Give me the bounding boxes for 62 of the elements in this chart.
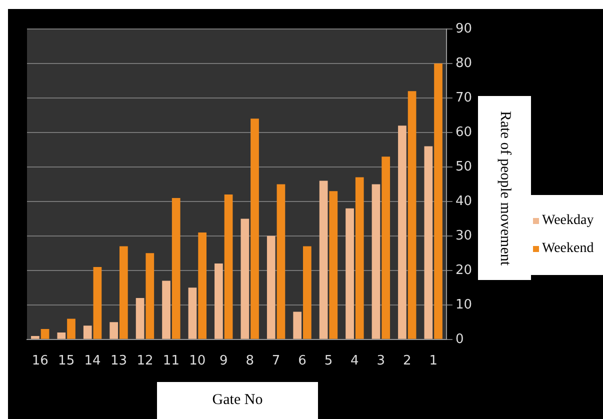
x-tick-label: 8 (246, 354, 254, 369)
bar (188, 288, 197, 339)
bar (162, 280, 170, 339)
bar (214, 264, 223, 339)
y-tick-label: 60 (455, 124, 472, 140)
bar (83, 326, 92, 339)
y-tick-label: 20 (455, 262, 472, 278)
bar (266, 236, 276, 339)
bar (146, 253, 154, 339)
bar (93, 266, 102, 339)
y-tick-label: 80 (455, 56, 472, 71)
x-tick-label: 16 (32, 354, 48, 369)
x-tick-label: 6 (298, 354, 306, 369)
y-tick-label: 0 (455, 332, 464, 347)
bar (136, 298, 144, 339)
bar (382, 156, 390, 339)
x-tick-label: 10 (189, 354, 206, 369)
x-tick-label: 12 (136, 354, 154, 369)
x-axis-title: Gate No (157, 382, 318, 419)
x-tick-label: 4 (350, 354, 359, 369)
bar (276, 184, 286, 339)
bar (119, 246, 128, 339)
bar (319, 180, 328, 339)
bar (172, 198, 180, 339)
x-tick-label: 13 (110, 354, 128, 369)
bar (57, 332, 66, 339)
bar (424, 146, 433, 339)
bar (398, 126, 406, 339)
legend-label: Weekday (541, 213, 595, 229)
x-tick-label: 11 (162, 354, 180, 369)
y-tick-label: 70 (455, 90, 472, 106)
y-tick-label: 50 (455, 159, 472, 174)
x-tick-label: 3 (376, 354, 386, 369)
bar (67, 318, 76, 339)
bar (31, 336, 40, 339)
bar (408, 91, 416, 339)
bar (198, 232, 206, 339)
bar (346, 208, 354, 339)
bar (250, 118, 259, 339)
x-tick-label: 15 (58, 354, 75, 369)
x-tick-label: 7 (272, 354, 280, 369)
bar (329, 191, 338, 339)
bar (355, 177, 364, 339)
bar (303, 246, 312, 339)
legend-label: Weekend (541, 241, 595, 257)
y-tick-label: 40 (455, 194, 472, 209)
bar (224, 194, 233, 339)
x-tick-label: 2 (402, 354, 412, 369)
bar (434, 63, 442, 339)
y-tick-label: 30 (455, 228, 472, 244)
bar (110, 322, 118, 339)
bar (293, 312, 302, 339)
bar (372, 184, 380, 339)
x-tick-label: 14 (84, 354, 101, 369)
bar (240, 218, 250, 339)
x-tick-label: 1 (429, 354, 438, 369)
y-tick-label: 10 (455, 297, 472, 312)
y-tick-label: 90 (455, 21, 472, 36)
x-tick-label: 9 (219, 354, 228, 369)
y-axis-title: Rate of people movement (496, 110, 513, 266)
x-tick-label: 5 (324, 354, 333, 369)
bar (40, 329, 50, 339)
